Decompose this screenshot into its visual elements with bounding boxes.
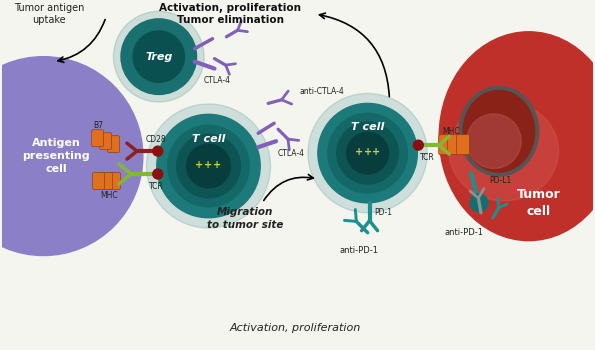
Ellipse shape — [121, 19, 196, 94]
FancyBboxPatch shape — [456, 135, 469, 155]
Ellipse shape — [463, 90, 535, 172]
Text: PD-L1: PD-L1 — [489, 176, 511, 186]
FancyBboxPatch shape — [99, 133, 111, 150]
Ellipse shape — [177, 134, 240, 198]
Text: Tumor antigen
uptake: Tumor antigen uptake — [14, 3, 84, 25]
Ellipse shape — [146, 104, 271, 228]
FancyBboxPatch shape — [108, 173, 121, 189]
Text: Activation, proliferation: Activation, proliferation — [230, 323, 361, 333]
Text: anti-CTLA-4: anti-CTLA-4 — [300, 87, 345, 96]
Ellipse shape — [439, 32, 595, 240]
Circle shape — [153, 169, 163, 179]
Text: TCR: TCR — [420, 153, 435, 162]
Circle shape — [470, 194, 488, 212]
FancyArrowPatch shape — [58, 20, 105, 62]
Ellipse shape — [114, 11, 204, 102]
Ellipse shape — [337, 122, 399, 184]
FancyBboxPatch shape — [108, 136, 120, 153]
FancyBboxPatch shape — [93, 173, 105, 189]
Text: +: + — [355, 147, 363, 157]
Circle shape — [153, 146, 163, 156]
FancyBboxPatch shape — [439, 135, 452, 155]
Ellipse shape — [318, 103, 417, 203]
Text: CD28: CD28 — [146, 135, 167, 144]
Ellipse shape — [0, 57, 143, 256]
Ellipse shape — [187, 144, 230, 188]
FancyBboxPatch shape — [92, 130, 104, 147]
Text: TCR: TCR — [149, 182, 164, 191]
Text: T cell: T cell — [192, 134, 225, 144]
Text: MHC: MHC — [442, 127, 460, 136]
FancyBboxPatch shape — [447, 135, 461, 155]
Text: PD-1: PD-1 — [375, 208, 393, 217]
Text: Tumor
cell: Tumor cell — [517, 188, 560, 218]
Ellipse shape — [347, 132, 389, 174]
Text: +: + — [196, 160, 203, 170]
Text: Treg: Treg — [145, 52, 173, 62]
FancyArrowPatch shape — [264, 174, 314, 201]
Text: MHC: MHC — [100, 191, 118, 200]
Ellipse shape — [157, 114, 260, 218]
FancyBboxPatch shape — [101, 173, 112, 189]
Circle shape — [414, 140, 423, 150]
Ellipse shape — [168, 125, 249, 207]
Ellipse shape — [133, 31, 184, 82]
Text: CTLA-4: CTLA-4 — [278, 149, 305, 158]
Text: CTLA-4: CTLA-4 — [203, 76, 230, 85]
Text: +: + — [372, 147, 381, 157]
Ellipse shape — [328, 113, 408, 193]
Ellipse shape — [466, 114, 521, 168]
Text: Activation, proliferation
Tumor elimination: Activation, proliferation Tumor eliminat… — [159, 3, 302, 25]
Text: anti-PD-1: anti-PD-1 — [444, 228, 484, 237]
Text: Migration
to tumor site: Migration to tumor site — [207, 207, 283, 230]
Text: +: + — [364, 147, 372, 157]
Text: +: + — [214, 160, 221, 170]
Text: +: + — [205, 160, 212, 170]
Text: Antigen
presenting
cell: Antigen presenting cell — [23, 138, 90, 174]
Ellipse shape — [308, 93, 427, 213]
Text: anti-PD-1: anti-PD-1 — [340, 246, 379, 255]
Text: T cell: T cell — [351, 122, 384, 132]
Ellipse shape — [449, 102, 559, 201]
FancyArrowPatch shape — [320, 13, 389, 97]
Text: B7: B7 — [93, 121, 103, 130]
Ellipse shape — [459, 86, 538, 176]
